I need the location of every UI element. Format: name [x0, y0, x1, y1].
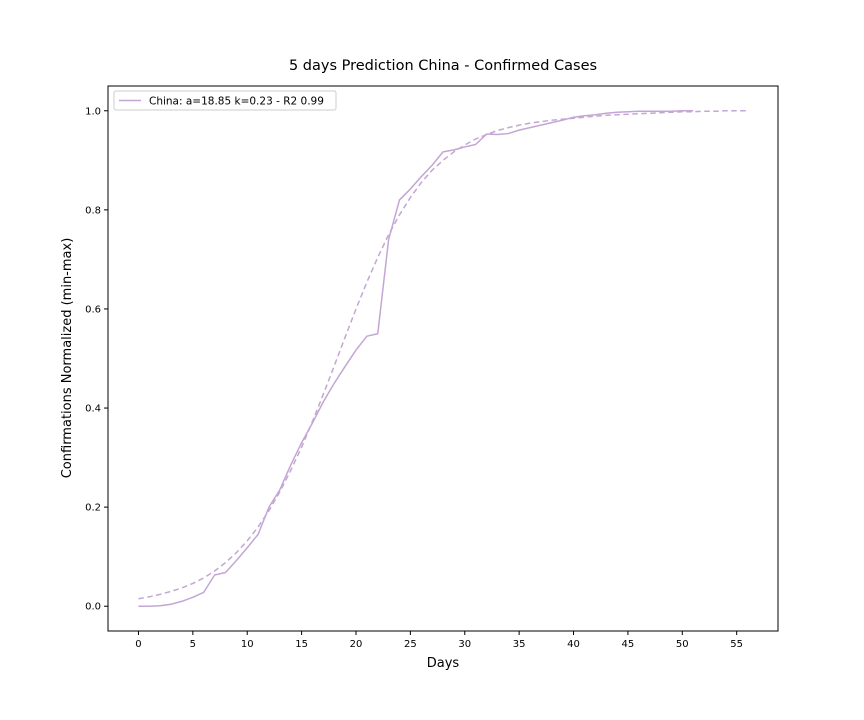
x-tick-label: 40 — [567, 639, 580, 650]
x-tick-label: 35 — [513, 639, 526, 650]
series-line-china — [138, 110, 694, 607]
y-tick-label: 0.8 — [85, 205, 101, 216]
x-tick-label: 0 — [135, 639, 141, 650]
series-fitted-line — [138, 110, 748, 600]
x-tick-label: 50 — [676, 639, 689, 650]
x-tick-label: 45 — [622, 639, 635, 650]
x-tick-label: 20 — [350, 639, 363, 650]
y-tick-label: 0.0 — [85, 602, 101, 613]
axes-frame — [107, 85, 779, 632]
legend-entry-label: China: a=18.85 k=0.23 - R2 0.99 — [149, 96, 324, 108]
chart-title: 5 days Prediction China - Confirmed Case… — [289, 58, 597, 74]
y-tick-label: 0.6 — [85, 304, 101, 315]
plot-area: 0 5 10 15 20 25 30 35 40 45 50 55 0.0 0.2 0.4 0.6 0.8 1.0 — [85, 85, 779, 650]
y-tick-label: 0.2 — [85, 503, 101, 514]
y-axis-label: Confirmations Normalized (min-max) — [60, 238, 75, 479]
x-tick-label: 55 — [730, 639, 743, 650]
x-tick-label: 30 — [458, 639, 471, 650]
x-axis-label: Days — [427, 656, 460, 671]
legend-box — [113, 90, 337, 111]
legend: China: a=18.85 k=0.23 - R2 0.99 — [113, 90, 337, 111]
x-tick-label: 10 — [241, 639, 254, 650]
x-tick-label: 5 — [190, 639, 196, 650]
y-tick-label: 1.0 — [85, 106, 101, 117]
y-tick-label: 0.4 — [85, 404, 101, 415]
x-tick-label: 15 — [295, 639, 308, 650]
x-tick-label: 25 — [404, 639, 417, 650]
